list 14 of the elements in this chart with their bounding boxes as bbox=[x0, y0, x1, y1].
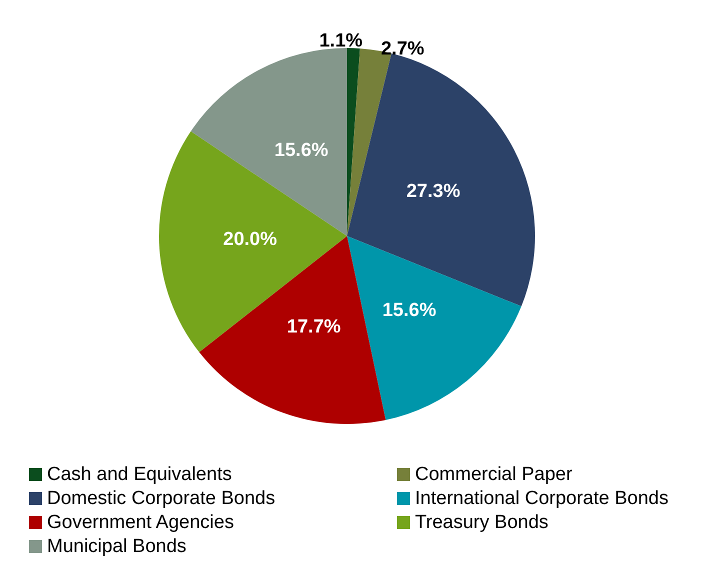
legend-label: Cash and Equivalents bbox=[47, 464, 232, 485]
legend-label: Commercial Paper bbox=[415, 464, 573, 485]
legend-label: Treasury Bonds bbox=[415, 512, 548, 533]
legend-label: Domestic Corporate Bonds bbox=[47, 488, 276, 509]
data-label: 15.6% bbox=[382, 300, 436, 321]
legend-label: International Corporate Bonds bbox=[415, 488, 668, 509]
data-label: 17.7% bbox=[286, 316, 341, 338]
legend-label: Government Agencies bbox=[47, 512, 234, 533]
data-label: 20.0% bbox=[223, 229, 278, 250]
data-label: 27.3% bbox=[406, 181, 460, 202]
data-label: 2.7% bbox=[380, 38, 424, 60]
data-label: 1.1% bbox=[319, 30, 363, 52]
legend-label: Municipal Bonds bbox=[47, 536, 186, 557]
data-label: 15.6% bbox=[274, 140, 328, 161]
